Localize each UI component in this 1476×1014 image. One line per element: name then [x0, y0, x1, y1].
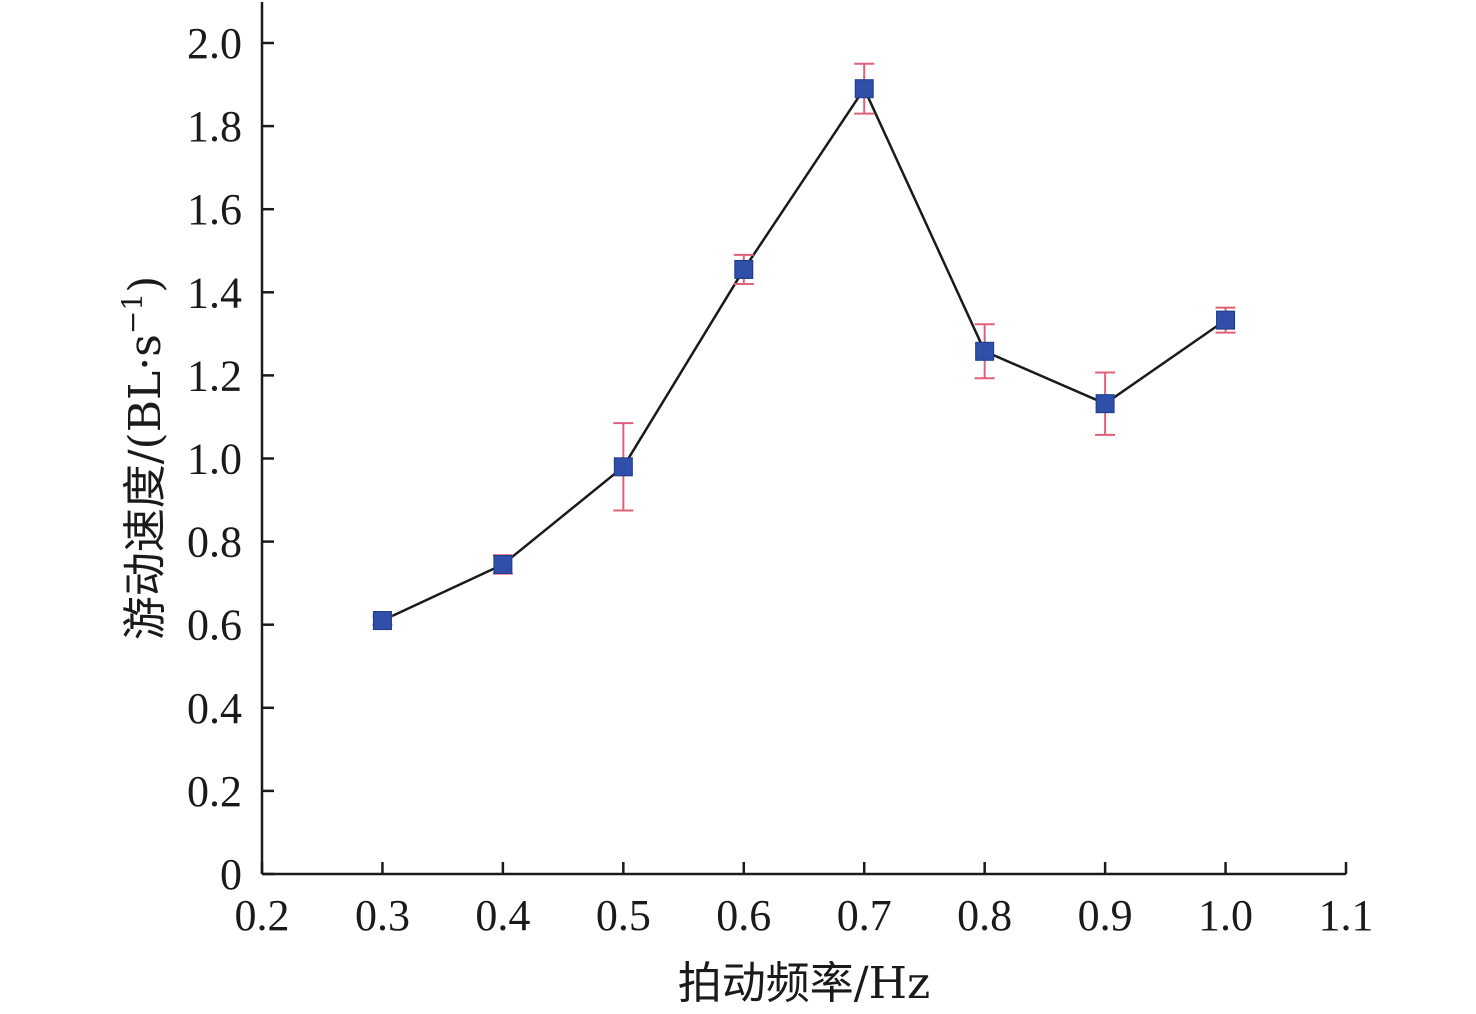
data-point: [372, 611, 392, 631]
y-tick-label: 1.8: [187, 102, 242, 151]
x-tick-label: 0.3: [355, 891, 410, 940]
y-tick-label: 1.0: [187, 435, 242, 484]
x-axis-ticks: 0.2 0.3 0.4 0.5 0.6 0.7 0.8 0.9 1.0 1.1: [235, 862, 1374, 940]
series-line: [381, 86, 1227, 622]
y-axis-title-close: ): [120, 276, 171, 293]
data-point: [854, 79, 874, 99]
x-tick-label: 0.7: [837, 891, 892, 940]
y-tick-label: 0.4: [187, 684, 242, 733]
x-tick-label: 0.4: [475, 891, 530, 940]
y-tick-label: 1.2: [187, 351, 242, 400]
data-point: [493, 554, 513, 574]
x-tick-label: 0.6: [716, 891, 771, 940]
y-tick-label: 1.4: [187, 268, 242, 317]
x-tick-label: 1.0: [1198, 891, 1253, 940]
data-point: [1216, 310, 1236, 330]
x-axis-title: 拍动频率/Hz: [678, 958, 930, 1009]
data-point: [734, 259, 754, 279]
y-tick-label: 0.2: [187, 767, 242, 816]
x-tick-label: 0.5: [596, 891, 651, 940]
y-axis-title-exponent: −1: [116, 293, 149, 334]
y-axis-title: 游动速度/(BL·s−1): [116, 276, 171, 641]
y-axis-title-main: 游动速度/(BL·s: [120, 334, 171, 640]
y-tick-label: 2.0: [187, 19, 242, 68]
y-tick-label: 0: [220, 850, 242, 899]
data-point: [1095, 394, 1115, 414]
data-point: [975, 341, 995, 361]
x-tick-label: 0.9: [1078, 891, 1133, 940]
y-tick-label: 0.8: [187, 518, 242, 567]
y-tick-label: 1.6: [187, 185, 242, 234]
x-tick-label: 0.2: [235, 891, 290, 940]
data-point: [613, 457, 633, 477]
x-tick-label: 1.1: [1319, 891, 1374, 940]
x-tick-label: 0.8: [957, 891, 1012, 940]
y-tick-label: 0.6: [187, 601, 242, 650]
plot-area: [260, 2, 1346, 876]
data-series: [372, 62, 1236, 631]
y-axis-ticks: 0 0.2 0.4 0.6 0.8 1.0 1.2 1.4 1.6 1.8 2.0: [187, 19, 274, 899]
